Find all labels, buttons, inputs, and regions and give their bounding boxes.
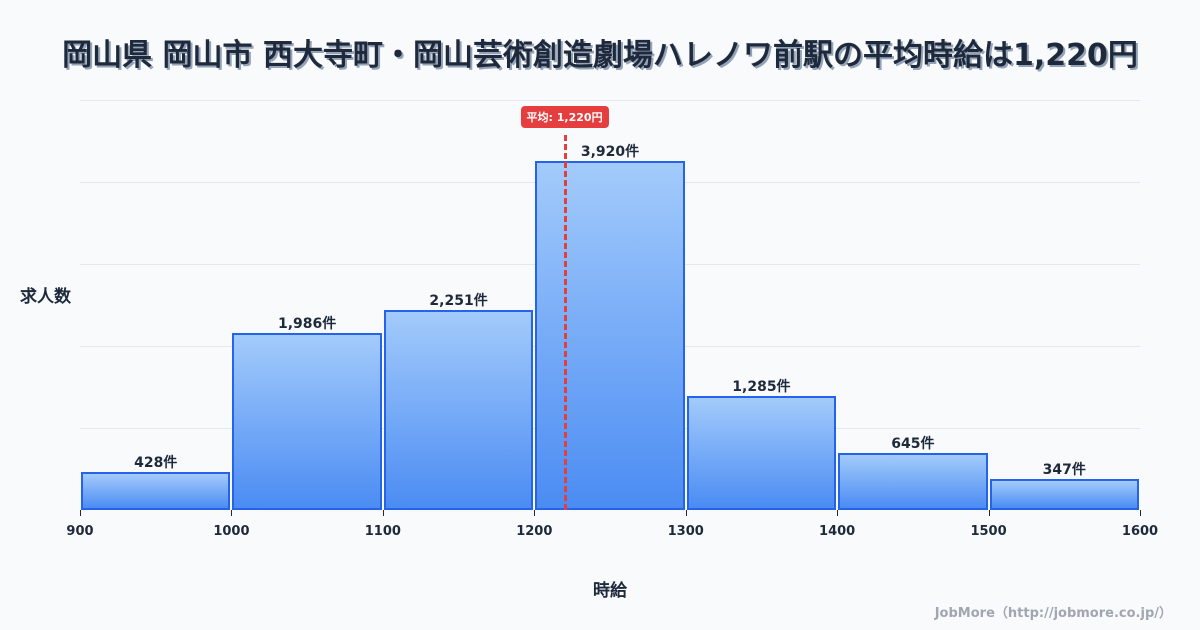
x-tick (837, 510, 839, 516)
x-tick (382, 510, 384, 516)
x-tick (534, 510, 536, 516)
histogram-bar (81, 471, 231, 510)
x-tick-label: 1300 (667, 524, 704, 539)
histogram-bar (383, 309, 534, 510)
x-axis-label: 時給 (593, 581, 627, 601)
average-badge: 平均: 1,220円 (520, 106, 609, 128)
bar-value-label: 2,251件 (429, 292, 488, 309)
bar-value-label: 3,920件 (580, 144, 640, 161)
chart-title: 岡山県 岡山市 西大寺町・岡山芸術創造劇場ハレノワ前駅の平均時給は1,220円 (62, 38, 1138, 73)
bar-value-label: 428件 (134, 454, 178, 471)
x-tick-label: 900 (66, 524, 94, 539)
x-tick-label: 1600 (1121, 524, 1159, 539)
x-tick-label: 1200 (516, 524, 553, 539)
bar-value-label: 347件 (1042, 462, 1086, 479)
y-axis-label: 求人数 (20, 287, 71, 307)
average-line (563, 135, 567, 510)
histogram-bar (686, 395, 837, 510)
bar-value-label: 1,285件 (732, 378, 791, 395)
bar-value-label: 1,986件 (277, 316, 337, 333)
x-tick (988, 510, 990, 516)
x-tick-label: 1400 (819, 524, 856, 539)
source-credit: JobMore（http://jobmore.co.jp/） (934, 606, 1172, 621)
histogram-bar (232, 333, 382, 510)
x-tick-label: 1000 (213, 524, 250, 539)
gridline (80, 100, 1140, 101)
x-tick-label: 1100 (364, 524, 401, 539)
x-tick (231, 510, 233, 516)
x-tick (80, 510, 81, 516)
bar-value-label: 645件 (891, 435, 935, 452)
plot-area: 428件 1,986件 2,251件 3,920件 1,285件 645件 347件 900 1… (66, 100, 1158, 539)
x-tick (685, 510, 687, 516)
histogram-bar (989, 479, 1139, 510)
histogram-bar (838, 452, 988, 510)
x-tick-label: 1500 (970, 524, 1007, 539)
x-tick (1140, 510, 1141, 516)
histogram-bar (535, 161, 685, 510)
